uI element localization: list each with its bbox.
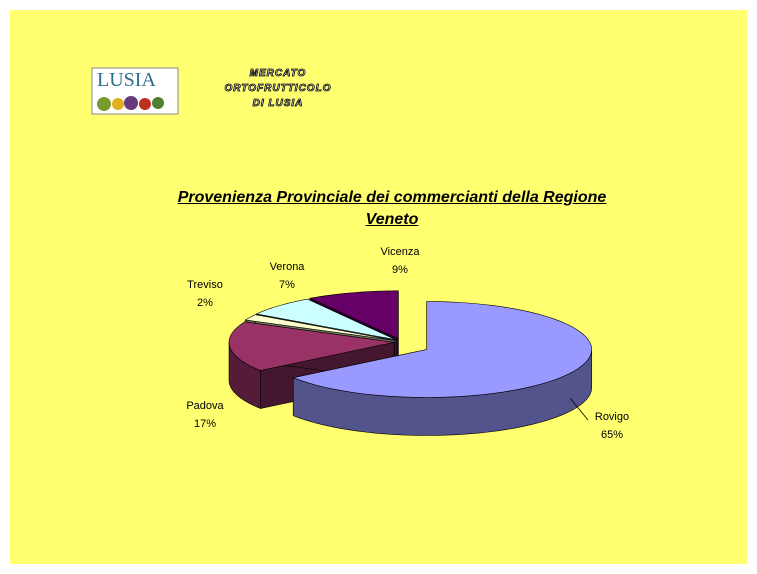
slice-value-label: 65%: [601, 429, 623, 441]
slice-value-label: 2%: [197, 297, 213, 309]
slice-label: Verona: [270, 261, 306, 273]
leader-line: [569, 397, 589, 421]
logo-icon: [152, 97, 164, 109]
logo-line: ORTOFRUTTICOLO: [225, 83, 332, 94]
logo-line: DI LUSIA: [253, 98, 304, 109]
logo: LUSIA MERCATO ORTOFRUTTICOLO DI LUSIA: [91, 67, 332, 115]
logo-icon: [112, 98, 124, 110]
slice-label: Treviso: [187, 279, 223, 291]
logo-icon: [97, 97, 111, 111]
slice-label: Padova: [186, 400, 224, 412]
slice-top: [308, 290, 399, 340]
slice-value-label: 7%: [279, 279, 295, 291]
logo-icon: [139, 98, 151, 110]
logo-line: MERCATO: [250, 68, 307, 79]
slice-value-label: 9%: [392, 264, 408, 276]
slice-top: [292, 301, 593, 398]
chart-title: Provenienza Provinciale dei commercianti…: [177, 189, 607, 228]
slice-label: Rovigo: [595, 411, 629, 423]
logo-text: LUSIA: [97, 69, 156, 91]
slice-top: [244, 314, 395, 341]
slice: [292, 301, 593, 436]
slice-label: Vicenza: [381, 246, 421, 258]
slice-top: [255, 298, 396, 340]
logo-icon: [124, 96, 138, 110]
slice-top: [228, 321, 395, 371]
slice-value-label: 17%: [194, 418, 216, 430]
